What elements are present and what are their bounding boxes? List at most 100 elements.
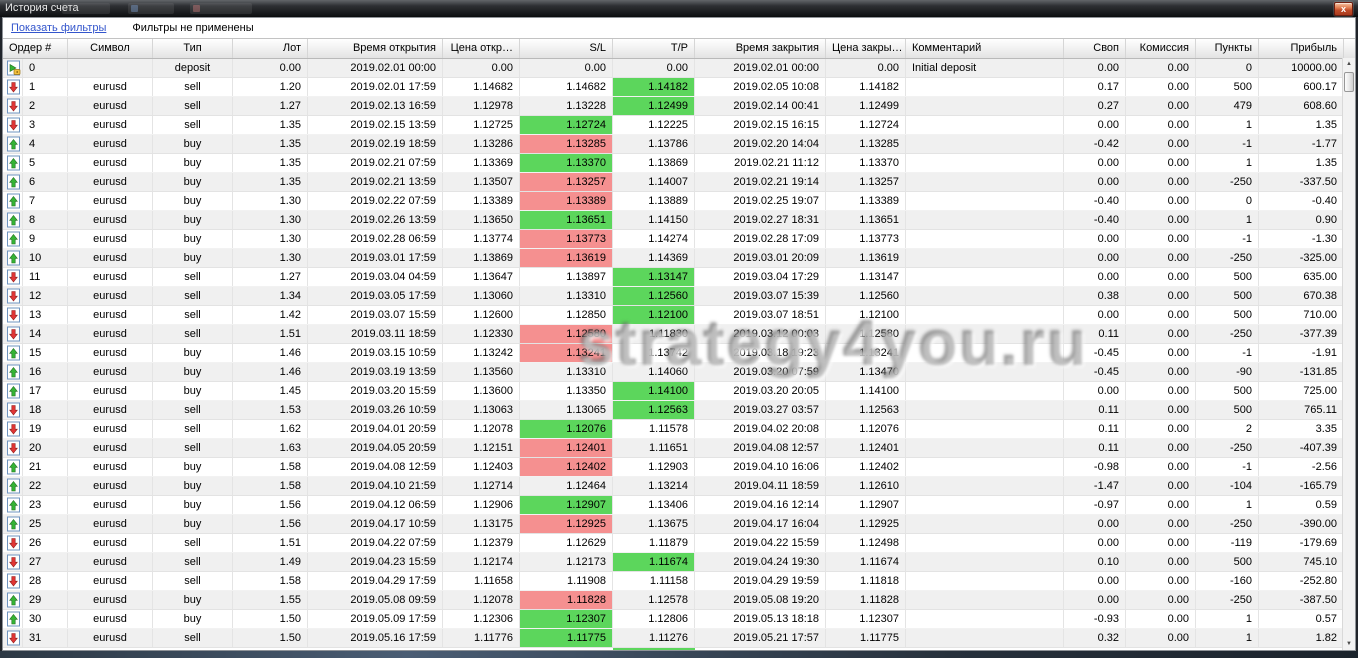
column-header-order[interactable]: Ордер # [3,39,68,58]
table-row[interactable]: 31 eurusd sell 1.50 2019.05.16 17:59 1.11776 1… [3,629,1355,648]
cell-lot: 1.50 [233,629,308,647]
column-header-comment[interactable]: Комментарий [906,39,1064,58]
table-row[interactable]: 28 eurusd sell 1.58 2019.04.29 17:59 1.11658 1… [3,572,1355,591]
cell-tp: 1.11674 [613,553,695,571]
cell-open_price: 1.13175 [443,515,520,533]
cell-tp: 1.12578 [613,591,695,609]
column-header-sl[interactable]: S/L [520,39,613,58]
column-header-commission[interactable]: Комиссия [1126,39,1196,58]
column-header-points[interactable]: Пункты [1196,39,1259,58]
column-header-close_time[interactable]: Время закрытия [695,39,826,58]
column-header-close_price[interactable]: Цена закры… [826,39,906,58]
column-header-symbol[interactable]: Символ [68,39,153,58]
cell-open_time: 2019.03.15 10:59 [308,344,443,362]
table-row[interactable]: 16 eurusd buy 1.46 2019.03.19 13:59 1.13560 1.… [3,363,1355,382]
table-row[interactable]: 8 eurusd buy 1.30 2019.02.26 13:59 1.13650 1.1… [3,211,1355,230]
table-row[interactable]: 9 eurusd buy 1.30 2019.02.28 06:59 1.13774 1.1… [3,230,1355,249]
column-header-open_price[interactable]: Цена откр… [443,39,520,58]
table-row[interactable]: 27 eurusd sell 1.49 2019.04.23 15:59 1.12174 1… [3,553,1355,572]
cell-close_price: 1.13389 [826,192,906,210]
table-row[interactable]: 0 deposit 0.00 2019.02.01 00:00 0.00 0.00 0.00… [3,59,1355,78]
cell-tp: 1.13147 [613,268,695,286]
cell-profit: -0.40 [1259,192,1344,210]
cell-commission: 0.00 [1126,629,1196,647]
cell-open_time: 2019.05.16 17:59 [308,629,443,647]
scrollbar-thumb[interactable] [1344,72,1354,92]
table-row[interactable]: 30 eurusd buy 1.50 2019.05.09 17:59 1.12306 1.… [3,610,1355,629]
table-row[interactable]: 6 eurusd buy 1.35 2019.02.21 13:59 1.13507 1.1… [3,173,1355,192]
cell-commission: 0.00 [1126,249,1196,267]
column-header-profit[interactable]: Прибыль [1259,39,1344,58]
cell-type: buy [153,382,233,400]
scroll-up-icon[interactable]: ▲ [1343,58,1355,70]
table-row[interactable]: 10 eurusd buy 1.30 2019.03.01 17:59 1.13869 1.… [3,249,1355,268]
cell-comment [906,591,1064,609]
cell-close_time: 2019.03.12 00:03 [695,325,826,343]
table-row[interactable]: 25 eurusd buy 1.56 2019.04.17 10:59 1.13175 1.… [3,515,1355,534]
column-header-swap[interactable]: Своп [1064,39,1126,58]
cell-open_price: 1.13650 [443,211,520,229]
cell-tp: 1.12100 [613,306,695,324]
cell-symbol: eurusd [68,458,153,476]
table-row[interactable]: 29 eurusd buy 1.55 2019.05.08 09:59 1.12078 1.… [3,591,1355,610]
table-row[interactable]: 7 eurusd buy 1.30 2019.02.22 07:59 1.13389 1.1… [3,192,1355,211]
cell-type: sell [153,306,233,324]
column-header-open_time[interactable]: Время открытия [308,39,443,58]
cell-symbol: eurusd [68,610,153,628]
table-row[interactable]: 12 eurusd sell 1.34 2019.03.05 17:59 1.13060 1… [3,287,1355,306]
cell-profit: -131.85 [1259,363,1344,381]
cell-close_price: 1.11818 [826,572,906,590]
vertical-scrollbar[interactable]: ▲ ▼ [1342,58,1355,650]
cell-order: 16 [23,363,68,381]
table-row[interactable]: 19 eurusd sell 1.62 2019.04.01 20:59 1.12078 1… [3,420,1355,439]
table-row-partial[interactable] [3,648,1355,650]
table-row[interactable]: 13 eurusd sell 1.42 2019.03.07 15:59 1.12600 1… [3,306,1355,325]
table-row[interactable]: 11 eurusd sell 1.27 2019.03.04 04:59 1.13647 1… [3,268,1355,287]
cell-profit: 10000.00 [1259,59,1344,77]
table-row[interactable]: 15 eurusd buy 1.46 2019.03.15 10:59 1.13242 1.… [3,344,1355,363]
table-row[interactable]: 23 eurusd buy 1.56 2019.04.12 06:59 1.12906 1.… [3,496,1355,515]
show-filters-link[interactable]: Показать фильтры [11,22,107,34]
buy-order-icon [3,154,23,172]
table-row[interactable]: 14 eurusd sell 1.51 2019.03.11 18:59 1.12330 1… [3,325,1355,344]
cell-close_time: 2019.04.02 20:08 [695,420,826,438]
cell-symbol: eurusd [68,553,153,571]
buy-order-icon [3,135,23,153]
cell-open_price: 1.12725 [443,116,520,134]
table-row[interactable]: 21 eurusd buy 1.58 2019.04.08 12:59 1.12403 1.… [3,458,1355,477]
cell-open_price: 1.13600 [443,382,520,400]
cell-open_price: 1.12078 [443,420,520,438]
table-row[interactable]: 2 eurusd sell 1.27 2019.02.13 16:59 1.12978 1.… [3,97,1355,116]
table-row[interactable]: 1 eurusd sell 1.20 2019.02.01 17:59 1.14682 1.… [3,78,1355,97]
cell-sl: 1.11828 [520,591,613,609]
scroll-down-icon[interactable]: ▼ [1343,638,1355,650]
column-header-tp[interactable]: T/P [613,39,695,58]
cell-open_time: 2019.05.09 17:59 [308,610,443,628]
cell-order: 28 [23,572,68,590]
table-row[interactable]: 17 eurusd buy 1.45 2019.03.20 15:59 1.13600 1.… [3,382,1355,401]
cell-swap: 0.00 [1064,534,1126,552]
cell-close_price: 1.12560 [826,287,906,305]
cell-lot: 1.46 [233,344,308,362]
cell-close_price: 1.11775 [826,629,906,647]
table-row[interactable]: 4 eurusd buy 1.35 2019.02.19 18:59 1.13286 1.1… [3,135,1355,154]
buy-order-icon [3,382,23,400]
table-row[interactable]: 3 eurusd sell 1.35 2019.02.15 13:59 1.12725 1.… [3,116,1355,135]
table-row[interactable]: 26 eurusd sell 1.51 2019.04.22 07:59 1.12379 1… [3,534,1355,553]
cell-symbol: eurusd [68,268,153,286]
table-row[interactable]: 18 eurusd sell 1.53 2019.03.26 10:59 1.13063 1… [3,401,1355,420]
cell-lot: 1.51 [233,325,308,343]
table-row[interactable]: 22 eurusd buy 1.58 2019.04.10 21:59 1.12714 1.… [3,477,1355,496]
cell-open_time: 2019.02.21 07:59 [308,154,443,172]
cell-comment: Initial deposit [906,59,1064,77]
cell-swap: -0.40 [1064,211,1126,229]
cell-profit: -1.30 [1259,230,1344,248]
close-button[interactable]: x [1334,2,1353,16]
cell-swap: 0.11 [1064,420,1126,438]
buy-order-icon [3,515,23,533]
table-row[interactable]: 20 eurusd sell 1.63 2019.04.05 20:59 1.12151 1… [3,439,1355,458]
column-header-type[interactable]: Тип [153,39,233,58]
cell-profit: 0.90 [1259,211,1344,229]
table-row[interactable]: 5 eurusd buy 1.35 2019.02.21 07:59 1.13369 1.1… [3,154,1355,173]
column-header-lot[interactable]: Лот [233,39,308,58]
